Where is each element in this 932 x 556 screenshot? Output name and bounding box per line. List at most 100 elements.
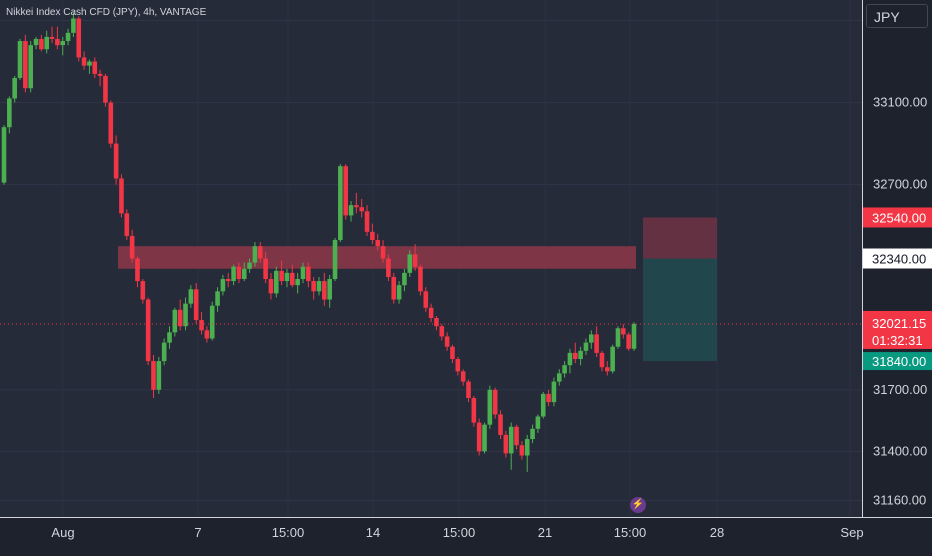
candle: [113, 143, 119, 179]
candle: [76, 18, 82, 58]
candle: [556, 373, 562, 382]
candle: [161, 342, 167, 362]
candle: [455, 359, 461, 372]
candle: [177, 309, 183, 327]
candle: [28, 45, 33, 89]
candle: [17, 41, 23, 78]
candle: [562, 365, 567, 374]
candle: [476, 422, 482, 452]
candle: [530, 428, 535, 440]
candle: [44, 36, 50, 50]
candle: [225, 279, 231, 282]
candle: [108, 102, 114, 144]
candle: [407, 254, 413, 273]
candle: [615, 328, 621, 347]
candle: [364, 211, 370, 232]
time-tick: Sep: [840, 525, 863, 540]
candle: [151, 361, 156, 390]
candle: [359, 207, 365, 212]
candle: [306, 266, 311, 282]
candle: [279, 270, 284, 282]
candle: [508, 426, 514, 454]
candle: [119, 178, 124, 214]
candle: [605, 367, 610, 372]
chart-area[interactable]: Nikkei Index Cash CFD (JPY), 4h, VANTAGE…: [0, 0, 862, 517]
candle: [450, 346, 455, 360]
price-tick: 31160.00: [873, 493, 926, 508]
candle: [97, 73, 103, 76]
current-price-bg: [863, 310, 932, 349]
currency-button[interactable]: JPY: [866, 4, 928, 28]
time-tick: 15:00: [443, 525, 476, 540]
time-tick: 14: [366, 525, 380, 540]
candle: [247, 262, 252, 269]
price-tick: 31400.00: [873, 443, 927, 458]
candle: [172, 309, 178, 333]
candle: [621, 328, 626, 335]
candle: [39, 38, 44, 50]
candle: [290, 272, 295, 286]
candle: [503, 434, 509, 454]
candle: [129, 235, 135, 259]
time-tick: Aug: [51, 525, 74, 540]
candle: [81, 57, 87, 66]
target-price-label-bg: [863, 352, 932, 371]
candle: [103, 75, 108, 103]
entry-price-label: 32340.00: [872, 252, 926, 267]
candle: [268, 279, 274, 294]
stop-price-label: 32540.00: [872, 210, 926, 225]
candle: [487, 389, 493, 425]
candle: [610, 346, 615, 372]
candle: [124, 213, 130, 236]
candle: [492, 389, 498, 415]
time-tick: 21: [538, 525, 552, 540]
candle: [167, 332, 172, 343]
candle: [220, 279, 226, 292]
candle: [380, 246, 386, 259]
candle: [71, 18, 76, 33]
candle: [412, 254, 418, 267]
candle: [626, 334, 631, 349]
candle: [199, 320, 204, 331]
candle: [215, 291, 220, 306]
candle: [156, 361, 162, 390]
candle: [348, 205, 354, 216]
candle: [386, 258, 391, 277]
candle: [460, 371, 466, 382]
candle: [209, 305, 215, 339]
candle: [551, 381, 557, 403]
time-tick: 15:00: [614, 525, 647, 540]
supply-zone: [118, 246, 636, 269]
candle: [322, 281, 327, 300]
candle: [241, 268, 247, 280]
candle: [578, 350, 583, 360]
candle: [524, 439, 530, 456]
candle: [188, 289, 194, 304]
price-tick: 31700.00: [873, 382, 927, 397]
candle: [87, 61, 92, 66]
candle: [23, 41, 28, 89]
candle: [482, 424, 487, 452]
candle: [92, 61, 98, 74]
time-axis[interactable]: Aug 7 15:00 14 15:00 21 15:00 28 Sep: [0, 517, 932, 551]
time-tick: 28: [710, 525, 724, 540]
candlestick-chart[interactable]: [0, 0, 862, 517]
candle: [588, 334, 594, 343]
candle: [370, 231, 375, 241]
lightning-icon[interactable]: ⚡: [630, 497, 646, 513]
candle: [332, 240, 338, 280]
candle: [12, 77, 17, 99]
candle: [519, 445, 525, 456]
candle: [65, 32, 71, 42]
candle: [423, 291, 429, 308]
price-axis[interactable]: 33500.0033100.0032700.0031700.0031400.00…: [862, 0, 932, 517]
candle: [466, 381, 471, 399]
candle: [631, 323, 637, 349]
candle: [60, 41, 66, 46]
take-profit-zone: [643, 258, 717, 362]
candle: [263, 258, 268, 280]
candle: [236, 266, 242, 280]
candle: [343, 166, 348, 216]
candle: [49, 36, 55, 39]
candle: [583, 342, 589, 351]
